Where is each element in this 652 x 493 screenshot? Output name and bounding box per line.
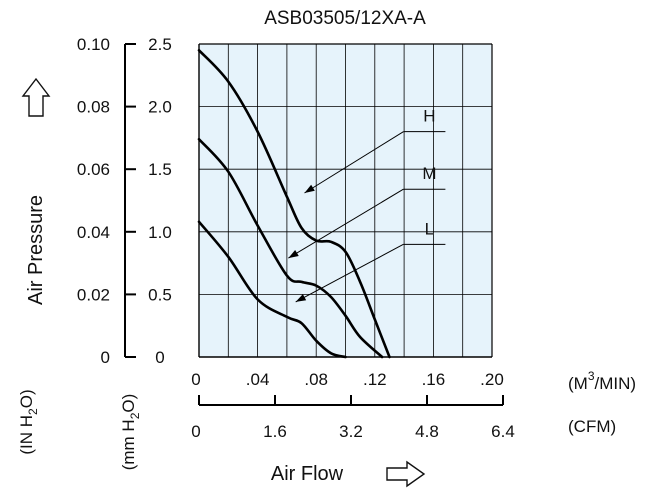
annotation-arrowhead-M	[288, 249, 299, 259]
plot-area: H M L	[197, 43, 493, 359]
y-mm-tick-label: 0.5	[148, 285, 172, 304]
x-axis-m3min: 0 .04 .08 .12 .16 .20	[191, 370, 504, 389]
y-mm-tick-label: 1.0	[148, 223, 172, 242]
y-in-tick-label: 0.08	[77, 98, 110, 117]
x-bottom-tick-label: 4.8	[415, 422, 439, 441]
curves	[197, 49, 391, 359]
y-mm-tick-label: 2.5	[148, 35, 172, 54]
annotation-label-H: H	[423, 107, 435, 126]
grid	[198, 43, 493, 358]
curve-M	[197, 137, 384, 359]
x-top-tick-label: .16	[422, 370, 446, 389]
y-axis-mm: 0 0.5 1.0 1.5 2.0 2.5	[124, 35, 172, 367]
annotation-leader-L	[295, 243, 404, 303]
y-in-unit-label: (IN H2O)	[17, 389, 40, 454]
x-bottom-tick-label: 1.6	[263, 422, 287, 441]
x-bottom-unit-label: (CFM)	[568, 417, 616, 436]
x-top-tick-label: .12	[363, 370, 387, 389]
x-axis-title: Air Flow	[271, 463, 344, 485]
y-in-tick-label: 0.10	[77, 35, 110, 54]
annotation-leader-M	[288, 188, 404, 259]
x-top-tick-label: 0	[191, 370, 200, 389]
x-bottom-tick-label: 6.4	[491, 422, 515, 441]
x-top-unit-label: (M3/MIN)	[568, 369, 636, 393]
annotation-arrowhead-L	[295, 294, 307, 302]
y-axis-inches: 0 0.02 0.04 0.06 0.08 0.10	[77, 35, 110, 367]
x-top-tick-label: .20	[480, 370, 504, 389]
y-mm-tick-label: 0	[155, 348, 164, 367]
y-in-tick-label: 0	[101, 348, 110, 367]
y-in-tick-label: 0.04	[77, 223, 110, 242]
chart-title: ASB03505/12XA-A	[264, 8, 426, 29]
x-bottom-tick-label: 0	[191, 422, 200, 441]
y-axis-title: Air Pressure	[25, 195, 47, 305]
x-top-tick-label: .04	[246, 370, 270, 389]
y-mm-tick-label: 2.0	[148, 98, 172, 117]
annotation-leader-H	[304, 131, 404, 194]
outline-arrow-right-icon	[386, 460, 426, 488]
curve-H	[197, 49, 391, 359]
x-bottom-tick-label: 3.2	[339, 422, 363, 441]
y-mm-tick-label: 1.5	[148, 160, 172, 179]
annotation-label-M: M	[422, 164, 436, 183]
x-top-tick-label: .08	[304, 370, 328, 389]
annotation-label-L: L	[425, 219, 434, 238]
y-in-tick-label: 0.02	[77, 285, 110, 304]
curve-annotations: H M L	[288, 107, 446, 303]
annotation-arrowhead-H	[304, 184, 315, 193]
outline-arrow-up-icon	[21, 77, 51, 117]
curve-L	[197, 220, 347, 359]
y-mm-unit-label: (mm H2O)	[119, 394, 142, 471]
y-in-tick-label: 0.06	[77, 160, 110, 179]
x-axis-cfm: 0 1.6 3.2 4.8 6.4	[191, 395, 515, 441]
